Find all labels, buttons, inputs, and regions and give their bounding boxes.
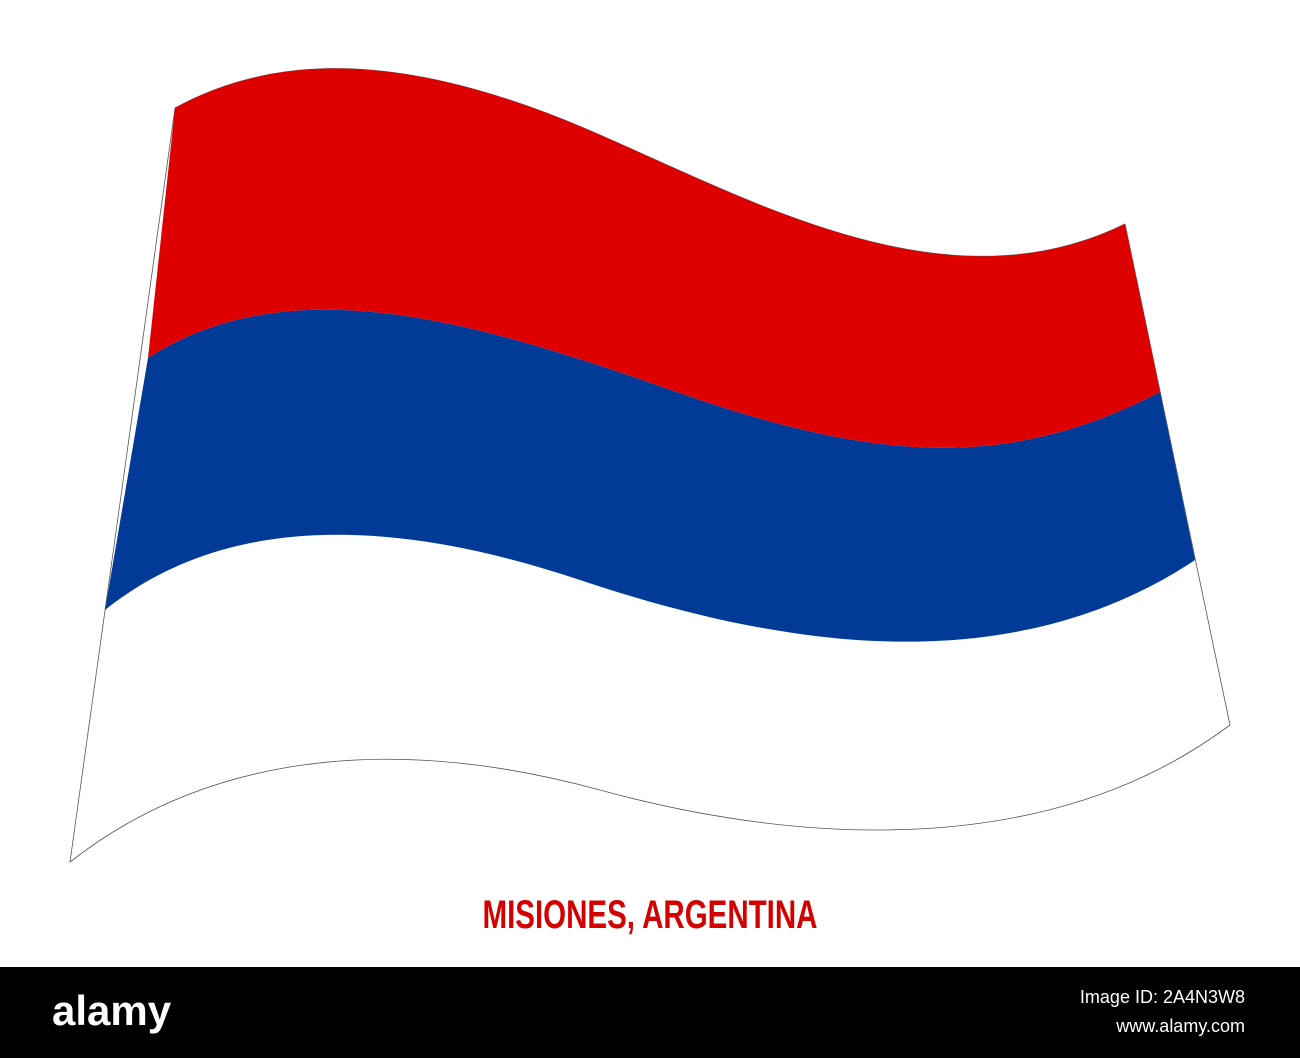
- footer-logo: alamy: [52, 987, 172, 1034]
- footer-bar: [0, 967, 1300, 1058]
- flag-blue: [105, 309, 1195, 642]
- site-url: www.alamy.com: [1115, 1016, 1245, 1036]
- caption: MISIONES, ARGENTINA: [483, 893, 818, 937]
- image-id: Image ID: 2A4N3W8: [1080, 987, 1245, 1007]
- flag-red: [148, 68, 1160, 448]
